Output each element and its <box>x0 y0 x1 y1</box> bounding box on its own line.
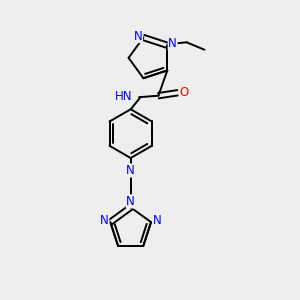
Text: N: N <box>126 164 135 177</box>
Text: HN: HN <box>115 90 133 103</box>
Text: N: N <box>134 29 142 43</box>
Text: N: N <box>153 214 161 227</box>
Text: N: N <box>100 214 109 227</box>
Text: N: N <box>168 37 177 50</box>
Text: N: N <box>126 195 135 208</box>
Text: O: O <box>179 86 188 99</box>
